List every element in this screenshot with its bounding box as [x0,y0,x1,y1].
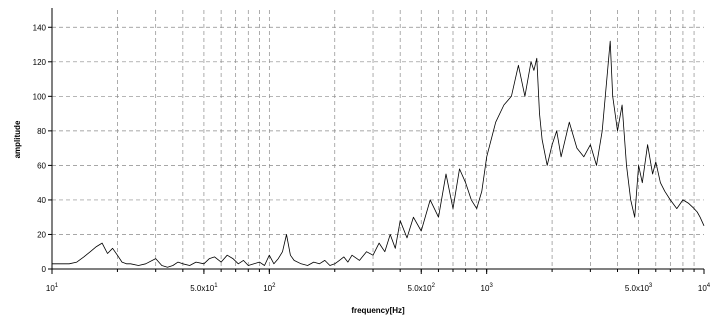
series-group [52,40,705,268]
x-tick-label: 5.0x103 [625,283,653,293]
axes [51,8,704,270]
y-tick-label: 100 [33,92,47,101]
x-tick-label: 5.0x101 [190,283,218,293]
y-tick-label: 140 [33,23,47,32]
y-tick-label: 80 [37,127,46,136]
x-tick-label: 103 [481,283,494,293]
x-tick-label: 101 [46,283,59,293]
x-tick-label: 102 [263,283,276,293]
y-tick-label: 20 [37,230,46,239]
y-tick-label: 0 [42,265,47,274]
grid [52,10,704,269]
x-tick-label: 5.0x102 [408,283,436,293]
y-axis-label: amplitude [13,120,22,158]
x-axis-label: frequency[Hz] [351,306,405,315]
y-tick-label: 40 [37,196,46,205]
y-axis-ticks: 0 20 40 60 80 100 120 140 [33,23,52,274]
x-axis-ticks: 101 5.0x101 102 5.0x102 103 5.0x103 104 [46,269,711,293]
spectrum-line [52,40,705,268]
y-tick-label: 60 [37,161,46,170]
y-tick-label: 120 [33,58,47,67]
x-tick-label: 104 [698,283,711,293]
